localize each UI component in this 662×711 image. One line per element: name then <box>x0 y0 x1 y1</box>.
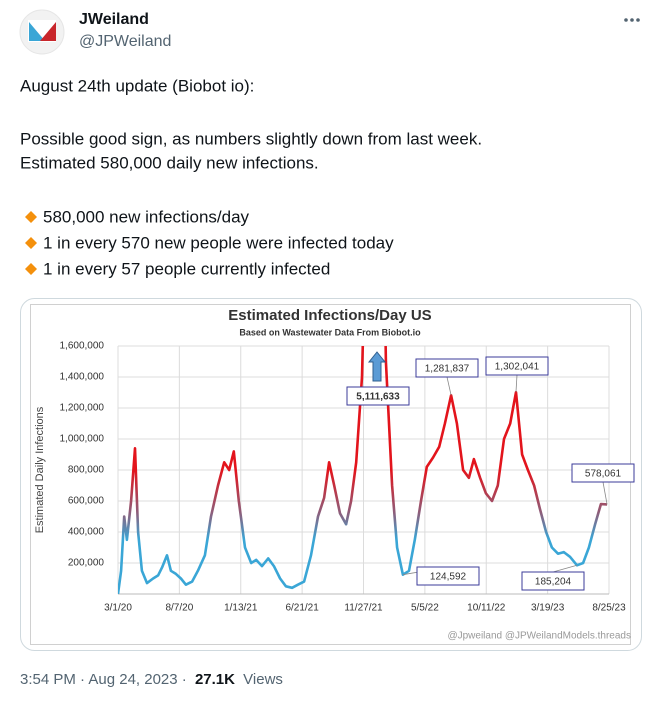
callout-leader <box>602 481 608 505</box>
data-label: 1,281,837 <box>425 364 470 375</box>
timestamp[interactable]: 3:54 PM · Aug 24, 2023 · <box>20 671 187 688</box>
chart-title: Estimated Infections/Day US <box>228 307 431 324</box>
data-label: 185,204 <box>535 577 572 588</box>
callout-leader <box>552 564 578 573</box>
data-label: 5,111,633 <box>356 392 400 403</box>
data-label: 124,592 <box>430 572 467 583</box>
callout-box <box>485 356 549 376</box>
x-tick-label: 11/27/21 <box>344 603 383 614</box>
callout-box <box>415 358 479 378</box>
callout-box <box>416 566 480 586</box>
y-tick-label: 1,000,000 <box>60 434 105 445</box>
source-note: @Jpweiland @JPWeilandModels.threads <box>447 631 631 642</box>
handle[interactable]: @JPWeiland <box>79 33 171 50</box>
bullet-text: 1 in every 57 people currently infected <box>43 259 330 278</box>
views-label: Views <box>243 671 283 688</box>
x-tick-label: 5/5/22 <box>411 603 439 614</box>
bullet-text: 580,000 new infections/day <box>43 207 250 226</box>
x-tick-label: 8/25/23 <box>592 603 626 614</box>
callout-box <box>521 571 585 591</box>
y-tick-label: 800,000 <box>68 465 105 476</box>
y-tick-label: 400,000 <box>68 527 105 538</box>
x-tick-label: 3/19/23 <box>531 603 565 614</box>
data-label: 578,061 <box>585 469 622 480</box>
x-tick-label: 6/21/21 <box>285 603 319 614</box>
y-tick-label: 1,600,000 <box>60 341 105 352</box>
more-menu[interactable] <box>624 18 640 22</box>
tweet-line: August 24th update (Biobot io): <box>20 76 254 95</box>
callout-leader <box>515 374 518 393</box>
data-label: 1,302,041 <box>495 362 540 373</box>
y-tick-label: 1,200,000 <box>60 403 105 414</box>
tweet-line: Estimated 580,000 daily new infections. <box>20 153 319 172</box>
tweet-line: Possible good sign, as numbers slightly … <box>20 129 482 148</box>
avatar[interactable] <box>19 9 65 55</box>
chart: Estimated Infections/Day US Based on Was… <box>34 307 635 642</box>
y-tick-label: 600,000 <box>68 496 105 507</box>
callout-box <box>346 386 410 406</box>
x-tick-label: 1/13/21 <box>224 603 258 614</box>
x-tick-label: 3/1/20 <box>104 603 132 614</box>
display-name[interactable]: JWeiland <box>79 11 149 28</box>
bullet-text: 1 in every 570 new people were infected … <box>43 233 394 252</box>
callout-box <box>571 463 635 483</box>
x-tick-label: 8/7/20 <box>165 603 193 614</box>
data-line <box>118 346 608 594</box>
x-tick-label: 10/11/22 <box>467 603 506 614</box>
chart-subtitle: Based on Wastewater Data From Biobot.io <box>239 327 421 337</box>
peak-arrow <box>367 351 387 382</box>
y-tick-label: 1,400,000 <box>60 372 105 383</box>
tweet-footer: 3:54 PM · Aug 24, 2023 · 27.1K Views <box>20 671 283 688</box>
callout-leader <box>446 376 452 396</box>
y-tick-label: 200,000 <box>68 558 105 569</box>
y-axis-label: Estimated Daily Infections <box>34 406 46 533</box>
views-count: 27.1K <box>195 671 235 688</box>
bullet-icons <box>25 211 37 275</box>
